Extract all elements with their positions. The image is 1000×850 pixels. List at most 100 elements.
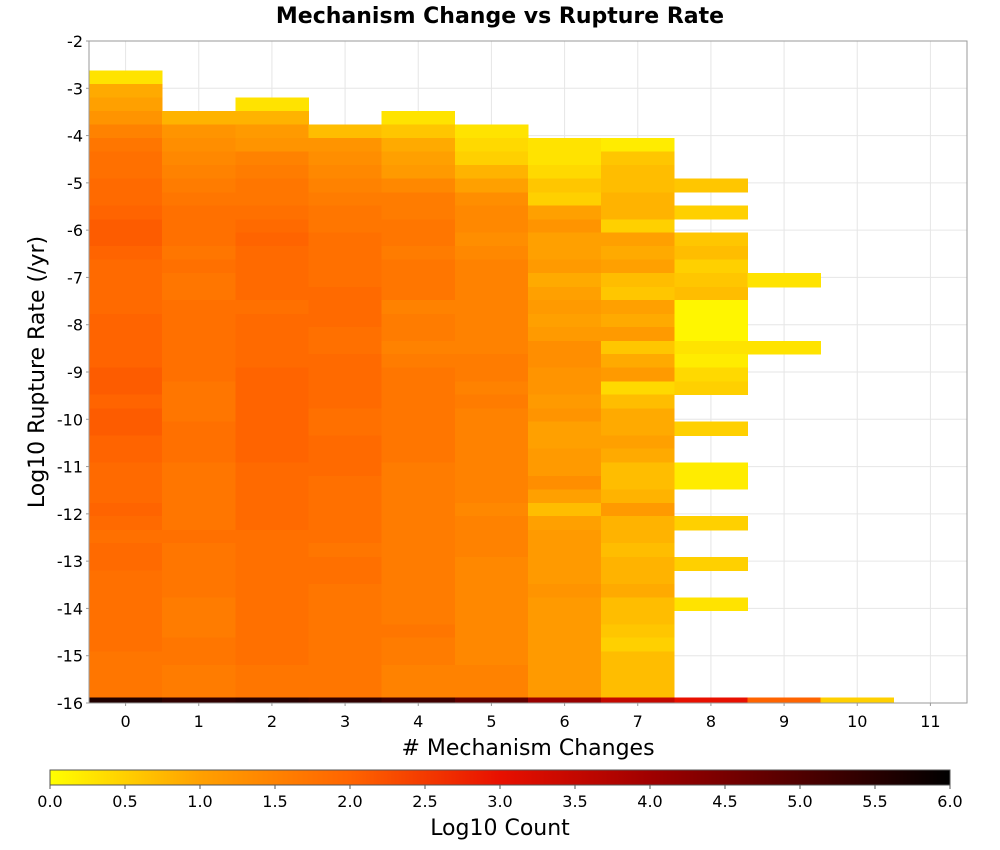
heatmap-cell <box>528 178 602 193</box>
heatmap-cell <box>674 556 748 571</box>
heatmap-cell <box>89 178 163 193</box>
heatmap-cell <box>162 259 236 274</box>
heatmap-cell <box>89 678 163 693</box>
colorbar-ticks: 0.0 0.5 1.0 1.5 2.0 2.5 3.0 3.5 4.0 4.5 5.0 5.5 6.0 <box>37 785 963 811</box>
heatmap-cell <box>381 624 456 639</box>
heatmap-cell <box>454 340 529 355</box>
heatmap-cell <box>454 489 529 504</box>
heatmap-cell <box>381 340 456 355</box>
heatmap-cell <box>454 529 529 544</box>
heatmap-cell <box>308 462 383 477</box>
heatmap-cell <box>601 340 675 355</box>
heatmap-cell <box>454 583 529 598</box>
heatmap-cell <box>674 232 748 247</box>
heatmap-cell <box>381 286 456 301</box>
y-tick-label: -8 <box>67 316 83 335</box>
heatmap-cell <box>162 421 236 436</box>
heatmap-cell <box>601 556 675 571</box>
x-tick-label: 5 <box>486 712 496 731</box>
heatmap-cell <box>601 665 675 679</box>
heatmap-cell <box>747 697 822 704</box>
heatmap-cell <box>528 381 602 396</box>
heatmap-cell <box>528 556 602 571</box>
colorbar-tick-label: 2.0 <box>337 792 362 811</box>
heatmap-cell <box>308 394 383 409</box>
heatmap-cell <box>528 273 602 288</box>
heatmap-cell <box>674 300 748 315</box>
heatmap-cell <box>235 340 309 355</box>
heatmap-cell <box>235 435 309 450</box>
heatmap-cell <box>162 205 236 220</box>
colorbar <box>49 769 951 786</box>
heatmap-cell <box>235 610 309 625</box>
heatmap-cell <box>601 502 675 517</box>
y-tick-label: -9 <box>67 363 83 382</box>
heatmap-cell <box>235 489 309 504</box>
heatmap-cell <box>89 408 163 423</box>
heatmap-cell <box>308 219 383 233</box>
heatmap-cell <box>89 84 163 99</box>
heatmap-cell <box>235 583 309 598</box>
heatmap-cell <box>454 205 529 220</box>
heatmap-cell <box>308 697 383 704</box>
heatmap-cell <box>528 516 602 531</box>
heatmap-cell <box>381 489 456 504</box>
heatmap-cell <box>308 381 383 396</box>
heatmap-cell <box>162 124 236 139</box>
heatmap-cell <box>674 697 748 704</box>
heatmap-cell <box>454 692 529 698</box>
heatmap-cell <box>674 313 748 328</box>
heatmap-cell <box>528 529 602 544</box>
heatmap-cell <box>162 408 236 423</box>
heatmap-cell <box>89 529 163 544</box>
y-tick-label: -2 <box>67 32 83 51</box>
heatmap-cell <box>601 164 675 180</box>
heatmap-cell <box>235 543 309 558</box>
heatmap-cell <box>454 137 529 153</box>
heatmap-cell <box>454 610 529 625</box>
heatmap-cell <box>308 665 383 679</box>
heatmap-cell <box>89 192 163 206</box>
heatmap-cell <box>528 665 602 679</box>
heatmap-cell <box>601 583 675 598</box>
heatmap-cell <box>235 178 309 193</box>
heatmap-cell <box>454 313 529 328</box>
heatmap-cell <box>162 610 236 625</box>
heatmap-cell <box>528 340 602 355</box>
heatmap-cell <box>381 273 456 288</box>
heatmap-cell <box>454 697 529 704</box>
heatmap-cell <box>162 678 236 693</box>
heatmap-cell <box>89 313 163 328</box>
heatmap-cell <box>308 421 383 436</box>
y-tick-label: -15 <box>57 647 83 666</box>
heatmap-cell <box>601 448 675 463</box>
x-axis-label: # Mechanism Changes <box>401 736 654 761</box>
heatmap-cell <box>235 137 309 153</box>
heatmap-cell <box>528 137 602 153</box>
heatmap-cell <box>381 164 456 180</box>
heatmap-cell <box>235 300 309 315</box>
heatmap-cell <box>454 435 529 450</box>
heatmap-cell <box>162 367 236 382</box>
heatmap-cell <box>308 178 383 193</box>
heatmap-cell <box>454 637 529 652</box>
y-tick-label: -14 <box>57 599 83 618</box>
heatmap-cell <box>601 516 675 531</box>
heatmap-cell <box>308 313 383 328</box>
heatmap-cell <box>528 394 602 409</box>
heatmap-cell <box>162 394 236 409</box>
heatmap-cell <box>308 597 383 612</box>
y-tick-label: -11 <box>57 458 83 477</box>
heatmap-cell <box>454 394 529 409</box>
heatmap-cell <box>381 259 456 274</box>
heatmap-cell <box>454 246 529 260</box>
heatmap-cell <box>235 529 309 544</box>
heatmap-cell <box>381 448 456 463</box>
heatmap-cell <box>308 340 383 355</box>
heatmap-cell <box>308 476 383 490</box>
heatmap-cell <box>308 259 383 274</box>
heatmap-cell <box>528 151 602 166</box>
heatmap-cell <box>235 421 309 436</box>
heatmap-cell <box>454 151 529 166</box>
